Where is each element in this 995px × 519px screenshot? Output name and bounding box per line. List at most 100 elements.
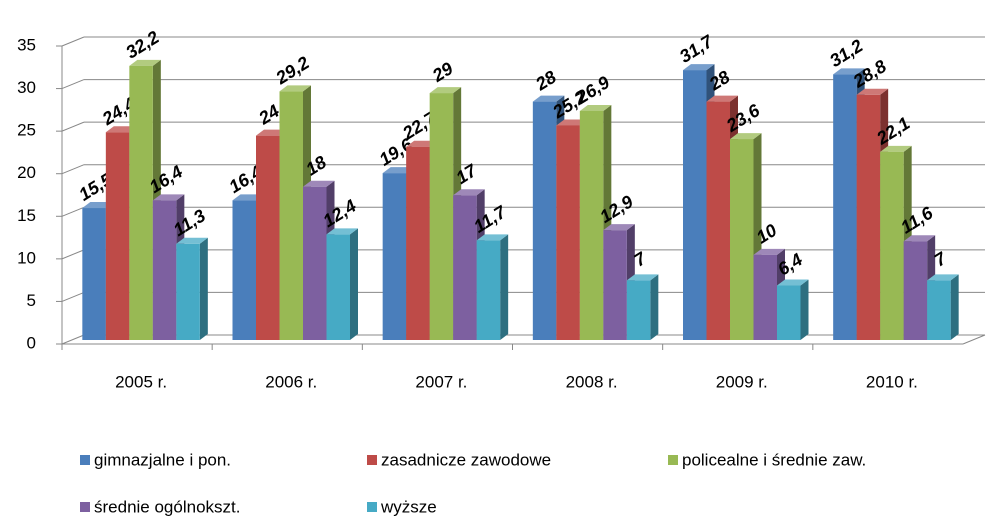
x-tick-label: 2006 r. xyxy=(265,372,317,391)
bar-top xyxy=(730,133,762,140)
bar xyxy=(753,254,777,340)
bar-top xyxy=(833,68,865,75)
bar xyxy=(429,93,454,340)
bar-top xyxy=(603,224,635,231)
value-label: 24 xyxy=(254,101,282,129)
bar-top xyxy=(279,85,311,92)
x-tick-label: 2007 r. xyxy=(415,372,467,391)
y-tick-label: 25 xyxy=(17,121,36,140)
bar xyxy=(579,110,604,340)
bar-top xyxy=(880,145,912,152)
y-tick-label: 5 xyxy=(27,291,36,310)
grid-line xyxy=(61,334,85,345)
x-tick-label: 2008 r. xyxy=(566,372,618,391)
value-label: 31,7 xyxy=(676,31,717,67)
bar-top xyxy=(152,194,185,201)
legend-swatch xyxy=(668,455,678,465)
bar-top xyxy=(176,237,208,244)
bar xyxy=(856,94,881,340)
bar xyxy=(927,280,951,340)
bar xyxy=(532,101,557,340)
bar xyxy=(626,280,651,340)
value-label: 28 xyxy=(531,67,559,95)
y-tick-label: 10 xyxy=(17,248,36,267)
grid-line xyxy=(61,36,85,47)
bar-top xyxy=(683,64,715,71)
legend-label: gimnazjalne i pon. xyxy=(94,450,231,469)
y-tick-label: 30 xyxy=(17,78,36,97)
bar xyxy=(833,74,857,341)
grid-line xyxy=(61,121,85,132)
bar xyxy=(382,173,407,340)
value-label: 29,2 xyxy=(272,53,313,89)
bar xyxy=(683,70,707,341)
bar-side xyxy=(500,234,509,340)
bar xyxy=(105,132,130,340)
bar xyxy=(256,135,280,340)
bar-top xyxy=(903,235,936,242)
grid-line xyxy=(61,249,85,260)
bar-top xyxy=(927,274,959,281)
bar-side xyxy=(800,279,809,340)
grid-line xyxy=(61,206,85,217)
bar-top xyxy=(303,180,335,187)
bar-top xyxy=(856,88,889,95)
x-axis-depth xyxy=(962,334,986,345)
x-tick-label: 2010 r. xyxy=(866,372,918,391)
grid-line xyxy=(61,164,85,175)
bar-side xyxy=(650,274,659,340)
value-label: 32,2 xyxy=(122,27,162,63)
bar xyxy=(152,200,177,340)
bar xyxy=(453,195,477,340)
legend-swatch xyxy=(367,502,377,512)
bar-top xyxy=(753,248,785,255)
bar-top xyxy=(777,279,809,286)
y-tick-label: 15 xyxy=(17,206,36,225)
y-tick-label: 20 xyxy=(17,163,36,182)
legend-label: policealne i średnie zaw. xyxy=(682,450,866,469)
bar xyxy=(880,151,904,340)
bar-top xyxy=(532,95,565,102)
bar-top xyxy=(579,104,612,111)
bar xyxy=(326,234,350,340)
bar xyxy=(556,125,580,340)
legend-swatch xyxy=(80,455,90,465)
bar-side xyxy=(950,274,959,340)
grid-line xyxy=(61,79,85,90)
bar xyxy=(129,65,153,340)
bar-side xyxy=(350,228,358,340)
bar xyxy=(903,241,928,340)
bar xyxy=(176,243,200,340)
bar-top xyxy=(453,189,485,196)
bar-top xyxy=(626,274,659,281)
legend-swatch xyxy=(80,502,90,512)
bar xyxy=(476,240,501,340)
legend-label: zasadnicze zawodowe xyxy=(381,450,551,469)
bar xyxy=(730,139,754,340)
bar xyxy=(303,186,327,340)
y-tick-label: 0 xyxy=(27,333,36,352)
value-label: 29 xyxy=(428,58,456,86)
bar xyxy=(82,208,106,340)
bar-top xyxy=(476,234,509,241)
legend-label: wyższe xyxy=(380,497,437,516)
bar xyxy=(232,200,256,340)
grid-line xyxy=(61,291,85,302)
y-tick-label: 35 xyxy=(17,35,36,54)
bar xyxy=(706,101,730,340)
bar-top xyxy=(129,59,161,66)
legend-swatch xyxy=(367,455,377,465)
bar xyxy=(279,91,303,340)
bar xyxy=(777,285,801,340)
bar-top xyxy=(429,87,462,94)
x-tick-label: 2009 r. xyxy=(716,372,768,391)
bar xyxy=(603,230,627,340)
bar xyxy=(406,146,430,340)
x-tick-label: 2005 r. xyxy=(115,372,167,391)
legend-label: średnie ogólnokszt. xyxy=(94,497,240,516)
bar-side xyxy=(199,237,208,340)
bar-top xyxy=(706,95,738,102)
value-label: 31,2 xyxy=(826,36,866,72)
bar-top xyxy=(326,228,358,235)
